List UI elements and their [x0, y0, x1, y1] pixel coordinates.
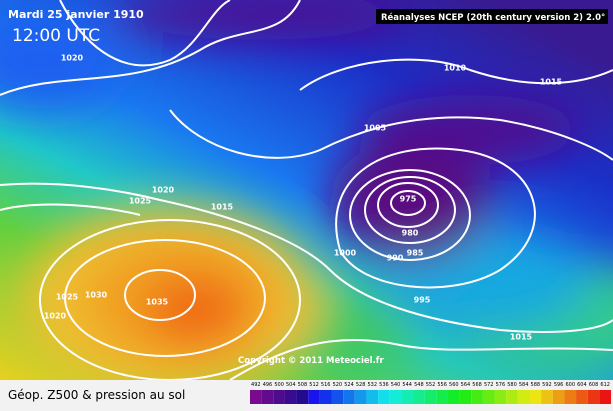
scale-label: 520	[333, 382, 343, 388]
isobar-label: 1030	[85, 291, 108, 300]
scale-label: 532	[368, 382, 378, 388]
scale-swatch	[389, 390, 402, 404]
scale-swatch	[354, 390, 367, 404]
scale-swatch	[319, 390, 332, 404]
time: 12:00 UTC	[12, 26, 100, 46]
scale-label: 580	[507, 382, 517, 388]
scale-label: 588	[531, 382, 541, 388]
scale-swatch	[343, 390, 355, 404]
scale-swatch	[529, 390, 542, 404]
isobar-label: 1020	[152, 186, 175, 195]
scale-swatch	[587, 390, 600, 404]
scale-swatch	[261, 390, 274, 404]
scale-label: 584	[519, 382, 529, 388]
scale-label: 600	[565, 382, 575, 388]
scale-label: 552	[426, 382, 436, 388]
scale-label: 548	[414, 382, 424, 388]
scale-label: 604	[577, 382, 587, 388]
scale-label: 576	[496, 382, 506, 388]
scale-swatch	[366, 390, 379, 404]
source-box	[376, 9, 608, 24]
scale-label: 560	[449, 382, 459, 388]
isobar-label: 1020	[61, 54, 84, 63]
scale-label: 544	[402, 382, 412, 388]
scale-swatch	[273, 390, 285, 404]
scale-swatch	[506, 390, 518, 404]
copyright: Copyright © 2011 Meteociel.fr	[238, 356, 384, 366]
scale-swatch	[378, 390, 390, 404]
isobar-label: 1015	[211, 203, 234, 212]
scale-label: 572	[484, 382, 494, 388]
scale-label: 492	[251, 382, 261, 388]
scale-swatch	[401, 390, 414, 404]
isobar-label: 990	[387, 254, 404, 263]
scale-swatch	[471, 390, 483, 404]
scale-label: 528	[356, 382, 366, 388]
scale-swatch	[413, 390, 425, 404]
scale-swatch	[296, 390, 309, 404]
scale-swatch	[576, 390, 588, 404]
isobar-label: 1010	[444, 64, 467, 73]
scale-swatch	[308, 390, 320, 404]
scale-swatch	[331, 390, 344, 404]
scale-label: 556	[437, 382, 447, 388]
scale-label: 504	[286, 382, 296, 388]
scale-label: 500	[274, 382, 284, 388]
isobar-label: 975	[400, 195, 417, 204]
scale-swatch	[284, 390, 297, 404]
isobar-labels: 1020101010151005102010251015975980100099…	[44, 54, 563, 342]
isobar-label: 1015	[510, 333, 533, 342]
color-field	[0, 0, 613, 395]
legend-title: Géop. Z500 & pression au sol	[8, 388, 185, 402]
scale-swatch	[599, 390, 611, 404]
scale-label: 564	[461, 382, 471, 388]
scale-swatch	[424, 390, 437, 404]
isobar-label: 1005	[364, 124, 387, 133]
scale-label: 516	[321, 382, 331, 388]
isobar-label: 1025	[129, 197, 152, 206]
scale-label: 524	[344, 382, 354, 388]
scale-label: 608	[589, 382, 599, 388]
color-scale: 492 496 500 504 508 512 516 520 524 528 532 536 540 5…	[250, 382, 611, 404]
isobar-label: 995	[414, 296, 431, 305]
isobar-label: 1000	[334, 249, 357, 258]
isobar-label: 980	[402, 229, 419, 238]
scale-label: 508	[298, 382, 308, 388]
isobar-label: 1015	[540, 78, 563, 87]
isobar-label: 985	[407, 249, 424, 258]
scale-label: 612	[600, 382, 610, 388]
scale-swatch	[564, 390, 577, 404]
scale-swatch	[482, 390, 495, 404]
scale-swatch	[552, 390, 565, 404]
isobar-label: 1035	[146, 298, 169, 307]
scale-swatch	[250, 390, 262, 404]
scale-swatch	[494, 390, 507, 404]
scale-swatch	[447, 390, 460, 404]
scale-label: 568	[472, 382, 482, 388]
scale-swatch	[541, 390, 553, 404]
date: Mardi 25 janvier 1910	[8, 8, 144, 21]
isobars	[0, 0, 613, 380]
scale-label: 496	[263, 382, 273, 388]
scale-label: 536	[379, 382, 389, 388]
source: Réanalyses NCEP (20th century version 2)…	[381, 12, 605, 23]
scale-label: 540	[391, 382, 401, 388]
isobar-label: 1020	[44, 312, 67, 321]
scale-label: 596	[554, 382, 564, 388]
scale-swatch	[517, 390, 530, 404]
scale-swatch	[459, 390, 472, 404]
scale-label: 592	[542, 382, 552, 388]
isobar-label: 1025	[56, 293, 79, 302]
scale-swatch	[436, 390, 448, 404]
scale-label: 512	[309, 382, 319, 388]
